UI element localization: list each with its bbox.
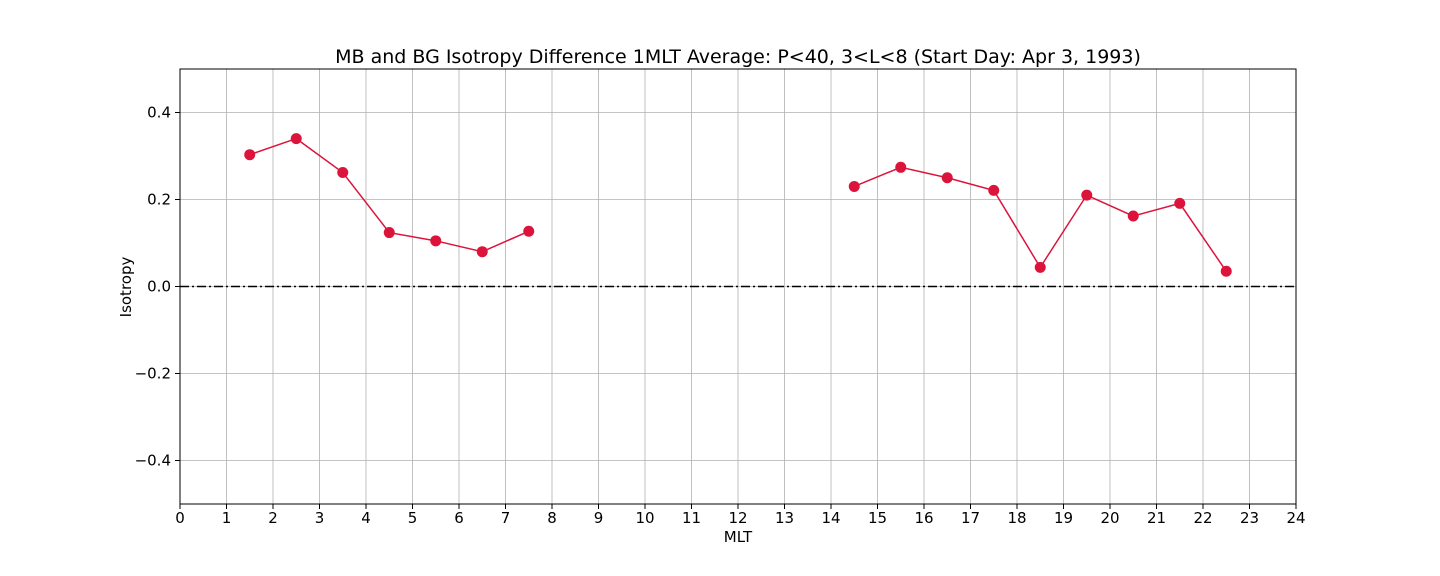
- data-point: [1127, 210, 1139, 222]
- x-tick-label: 15: [868, 509, 887, 527]
- chart-title: MB and BG Isotropy Difference 1MLT Avera…: [335, 46, 1141, 68]
- x-tick-label: 10: [635, 509, 654, 527]
- y-tick-label: 0.2: [147, 191, 171, 209]
- y-axis-label: Isotropy: [117, 257, 135, 318]
- x-tick-label: 1: [222, 509, 232, 527]
- data-point: [244, 149, 256, 161]
- data-point: [895, 161, 907, 173]
- x-tick-label: 13: [775, 509, 794, 527]
- data-point: [941, 172, 953, 184]
- x-tick-label: 20: [1100, 509, 1119, 527]
- x-tick-label: 19: [1054, 509, 1073, 527]
- x-tick-label: 7: [501, 509, 511, 527]
- x-tick-label: 16: [914, 509, 933, 527]
- y-tick-label: −0.4: [135, 452, 171, 470]
- x-axis-label: MLT: [724, 528, 753, 546]
- x-tick-label: 21: [1147, 509, 1166, 527]
- x-tick-label: 23: [1240, 509, 1259, 527]
- x-tick-label: 18: [1007, 509, 1026, 527]
- data-point: [476, 246, 488, 258]
- series-group: [244, 133, 1232, 277]
- data-point: [523, 225, 535, 237]
- series-line: [853, 166, 1227, 272]
- x-tick-label: 11: [682, 509, 701, 527]
- data-point: [383, 227, 395, 239]
- data-point: [1081, 189, 1093, 201]
- x-tick-label: 3: [315, 509, 325, 527]
- x-tick-label: 5: [408, 509, 418, 527]
- y-tick-label: 0.4: [147, 104, 171, 122]
- y-tick-label: 0.0: [147, 278, 171, 296]
- y-axis: −0.4 −0.2 0.0 0.2 0.4: [135, 104, 180, 470]
- x-tick-label: 6: [454, 509, 464, 527]
- data-point: [430, 235, 442, 247]
- x-tick-label: 0: [175, 509, 185, 527]
- data-point: [1034, 261, 1046, 273]
- x-tick-label: 24: [1286, 509, 1305, 527]
- x-tick-label: 17: [961, 509, 980, 527]
- y-tick-label: −0.2: [135, 365, 171, 383]
- x-tick-label: 4: [361, 509, 371, 527]
- data-point: [848, 180, 860, 192]
- data-point: [1220, 265, 1232, 277]
- x-tick-label: 8: [547, 509, 557, 527]
- data-point: [290, 133, 302, 145]
- x-tick-label: 14: [821, 509, 840, 527]
- data-point: [1174, 197, 1186, 209]
- data-point: [337, 167, 349, 179]
- x-tick-label: 2: [268, 509, 278, 527]
- x-tick-label: 9: [594, 509, 604, 527]
- x-tick-label: 12: [728, 509, 747, 527]
- x-axis: 0 1 2 3 4 5 6 7 8 9 10 11 12 13 14 15 16 17 18 19 20 21 22 23 24: [175, 504, 1306, 527]
- data-point: [988, 184, 1000, 196]
- x-tick-label: 22: [1193, 509, 1212, 527]
